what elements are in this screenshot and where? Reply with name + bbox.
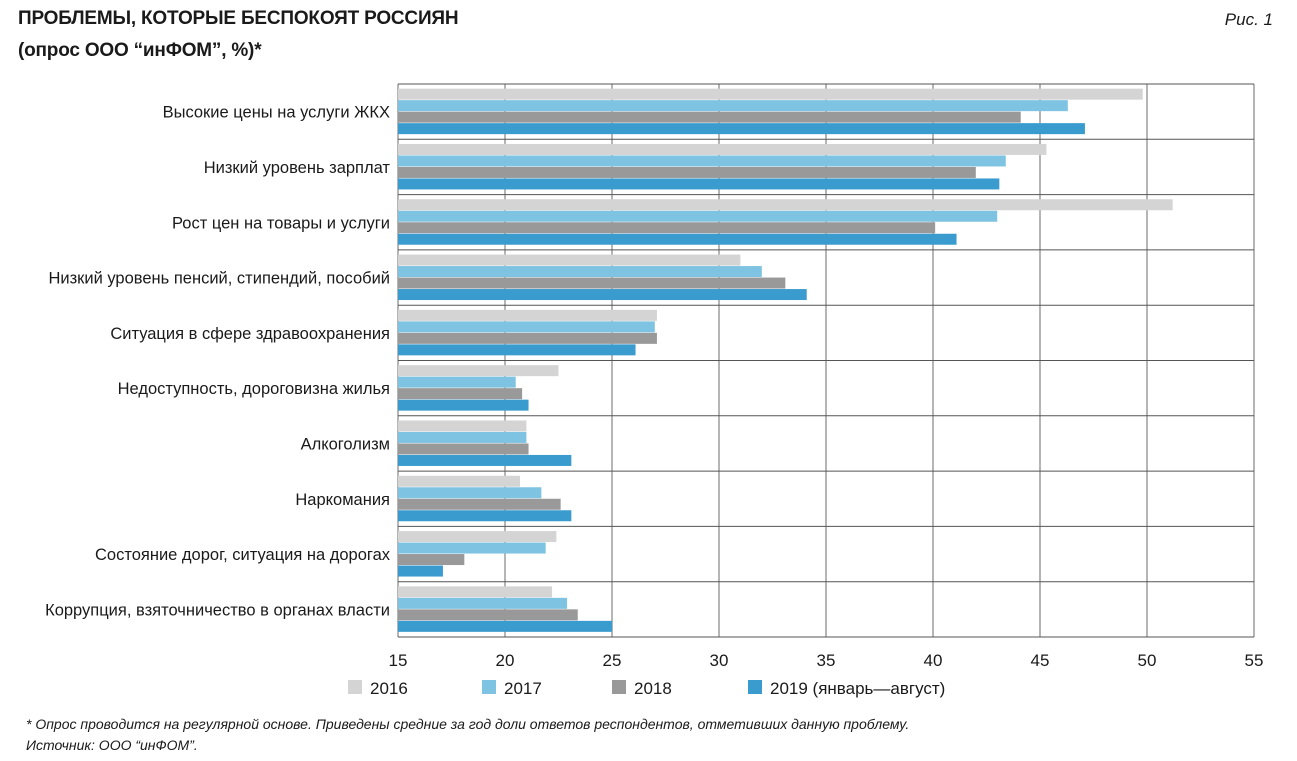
category-label: Низкий уровень пенсий, стипендий, пособи… [48,270,390,288]
bar-2018-4 [398,277,786,289]
legend-swatch [748,680,762,694]
category-label: Состояние дорог, ситуация на дорогах [95,546,391,564]
chart-title: ПРОБЛЕМЫ, КОТОРЫЕ БЕСПОКОЯТ РОССИЯН [18,8,459,29]
bar-2018-9 [398,554,465,566]
category-label: Наркомания [295,491,390,509]
legend-label: 2016 [370,679,408,698]
bar-2016-2 [398,143,1047,155]
bar-2019-3 [398,233,957,245]
bar-2018-7 [398,443,529,455]
bar-2019-8 [398,510,572,522]
figure-label: Рис. 1 [1224,10,1273,29]
bar-2019-5 [398,344,636,356]
category-label: Рост цен на товары и услуги [172,214,390,232]
bar-2016-7 [398,420,527,432]
bar-2019-4 [398,289,807,301]
legend-label: 2018 [634,679,672,698]
bar-2017-10 [398,597,568,609]
bar-2016-1 [398,88,1143,100]
category-label: Низкий уровень зарплат [204,159,391,177]
bar-2017-1 [398,100,1068,112]
category-label: Высокие цены на услуги ЖКХ [163,104,390,122]
bar-2016-3 [398,199,1173,211]
bar-2017-9 [398,542,546,554]
bar-2018-6 [398,388,523,400]
tick-label-x: 55 [1245,651,1264,670]
legend-label: 2017 [504,679,542,698]
tick-label-x: 20 [496,651,515,670]
bar-2017-8 [398,487,542,499]
bar-2017-2 [398,155,1006,167]
bar-2017-3 [398,210,998,222]
category-label: Недоступность, дороговизна жилья [118,380,390,398]
bar-2016-9 [398,531,557,543]
bar-2017-4 [398,266,762,278]
bar-2018-2 [398,166,976,178]
source-text: Источник: ООО “инФОМ”. [26,737,198,753]
chart-subtitle: (опрос ООО “инФОМ”, %)* [18,40,262,61]
legend-swatch [482,680,496,694]
category-label: Ситуация в сфере здравоохранения [110,325,390,343]
bar-2016-6 [398,365,559,377]
bar-2016-4 [398,254,741,266]
bar-2017-5 [398,321,655,333]
bar-2018-10 [398,609,578,621]
bar-2019-9 [398,565,443,577]
bar-2017-7 [398,431,527,443]
bar-chart: Высокие цены на услуги ЖКХ Низкий уровень… [45,83,1264,698]
bar-2019-2 [398,178,1000,190]
legend-swatch [348,680,362,694]
bar-2018-1 [398,111,1021,123]
tick-label-x: 15 [389,651,408,670]
bar-2016-10 [398,586,553,598]
bar-2019-1 [398,123,1085,135]
bar-2016-8 [398,475,520,487]
tick-label-x: 50 [1138,651,1157,670]
category-label: Коррупция, взяточничество в органах влас… [45,601,390,619]
footnotes: * Опрос проводится на регулярной основе.… [26,714,909,756]
footnote-text: * Опрос проводится на регулярной основе.… [26,716,910,732]
tick-label-x: 40 [924,651,943,670]
bar-2017-6 [398,376,516,388]
tick-label-x: 35 [817,651,836,670]
tick-label-x: 25 [603,651,622,670]
bar-2016-5 [398,309,657,321]
bar-2019-6 [398,399,529,411]
bar-2019-10 [398,620,612,632]
bar-2018-8 [398,498,561,510]
tick-label-x: 45 [1031,651,1050,670]
bar-2019-7 [398,454,572,466]
legend-swatch [612,680,626,694]
legend-label: 2019 (январь—август) [770,679,945,698]
category-label: Алкоголизм [301,435,390,453]
tick-label-x: 30 [710,651,729,670]
bar-2018-3 [398,222,936,234]
bar-2018-5 [398,332,657,344]
